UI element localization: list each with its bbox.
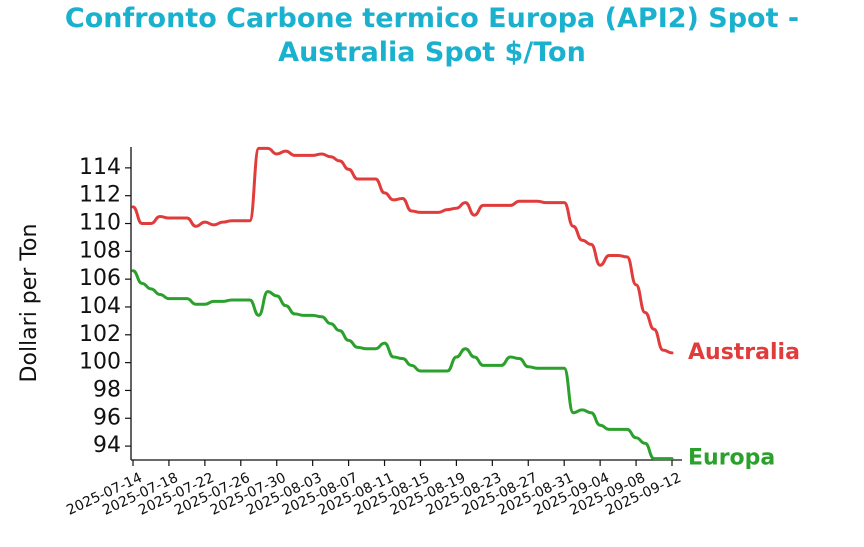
y-tick-label: 110: [79, 211, 121, 236]
series-label-europa: Europa: [688, 446, 775, 471]
y-tick-label: 100: [79, 350, 121, 375]
series-label-australia: Australia: [688, 340, 800, 365]
series-line-australia: [131, 146, 674, 355]
series-layer: Australia Europa: [131, 146, 800, 471]
chart-title-line-1: Confronto Carbone termico Europa (API2) …: [64, 3, 800, 34]
y-tick-label: 112: [79, 183, 121, 208]
x-axis: 2025-07-142025-07-182025-07-222025-07-26…: [64, 459, 684, 519]
y-tick-label: 102: [79, 322, 121, 347]
y-tick-label: 96: [93, 405, 121, 430]
y-tick-label: 94: [93, 433, 121, 458]
chart-title-line-2: Australia Spot $/Ton: [278, 37, 586, 68]
series-line-europa: [131, 269, 674, 461]
chart-title: Confronto Carbone termico Europa (API2) …: [0, 2, 864, 70]
y-tick-label: 98: [93, 377, 121, 402]
y-tick-label: 104: [79, 294, 121, 319]
y-axis-title: Dollari per Ton: [17, 224, 42, 383]
y-tick-label: 108: [79, 238, 121, 263]
y-tick-label: 106: [79, 266, 121, 291]
y-tick-label: 114: [79, 155, 121, 180]
